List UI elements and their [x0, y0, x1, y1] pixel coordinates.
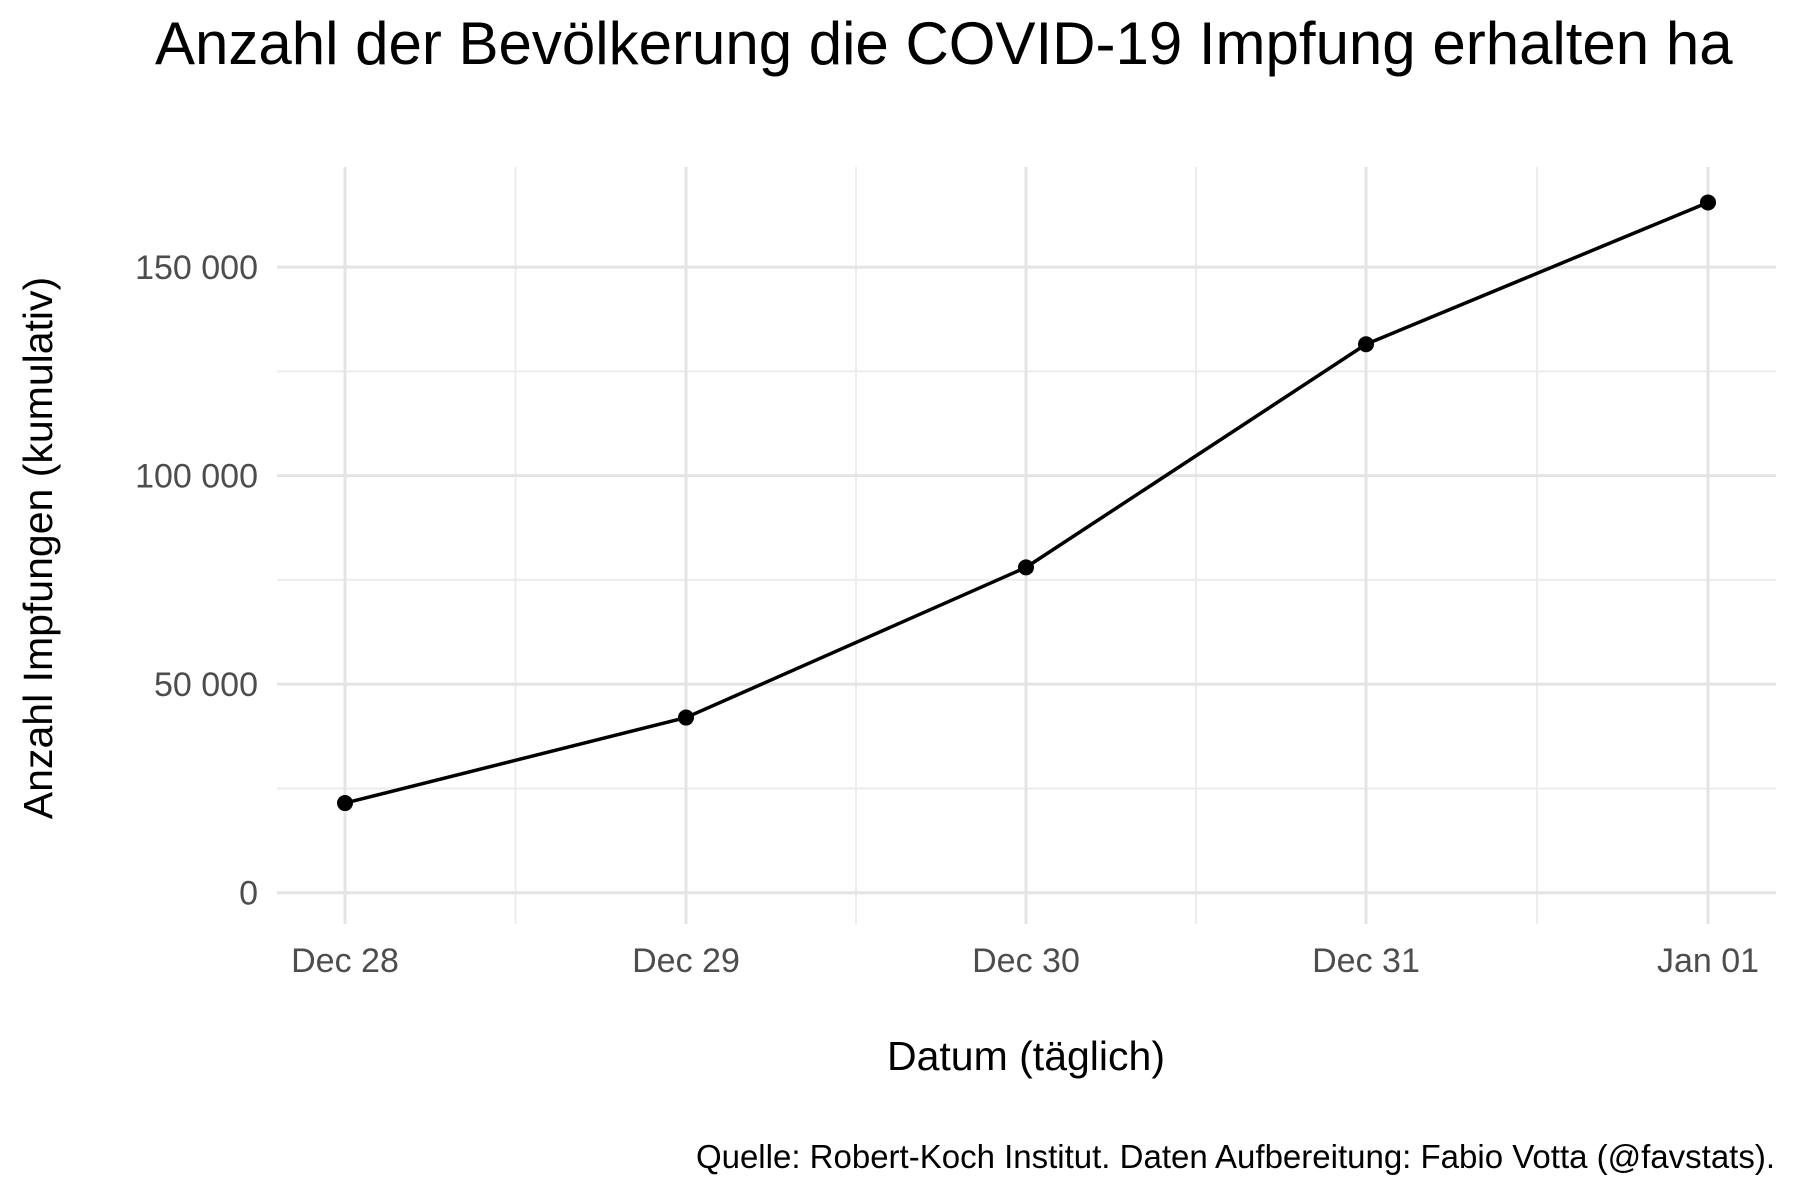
- x-tick-label: Dec 28: [291, 942, 399, 980]
- x-tick-label: Dec 30: [972, 942, 1080, 980]
- x-axis-title: Datum (täglich): [887, 1033, 1165, 1079]
- gridlines: [277, 167, 1776, 924]
- y-tick-label: 100 000: [135, 458, 258, 496]
- chart-title: Anzahl der Bevölkerung die COVID-19 Impf…: [155, 10, 1733, 77]
- data-point: [1358, 336, 1374, 353]
- data-point: [1018, 559, 1034, 576]
- y-tick-label: 0: [239, 875, 258, 913]
- data-series: [337, 194, 1716, 812]
- y-tick-label: 150 000: [135, 249, 258, 287]
- chart-caption: Quelle: Robert-Koch Institut. Daten Aufb…: [696, 1138, 1775, 1175]
- y-axis-title: Anzahl Impfungen (kumulativ): [15, 277, 61, 819]
- data-point: [1700, 194, 1716, 211]
- y-tick-label: 50 000: [154, 666, 258, 704]
- data-point: [337, 795, 353, 812]
- x-tick-label: Dec 29: [632, 942, 740, 980]
- x-axis-ticks: Dec 28 Dec 29 Dec 30 Dec 31 Jan 01: [291, 942, 1759, 980]
- x-tick-label: Dec 31: [1312, 942, 1420, 980]
- y-axis-ticks: 0 50 000 100 000 150 000: [135, 249, 258, 913]
- x-tick-label: Jan 01: [1657, 942, 1759, 980]
- data-point: [678, 709, 694, 726]
